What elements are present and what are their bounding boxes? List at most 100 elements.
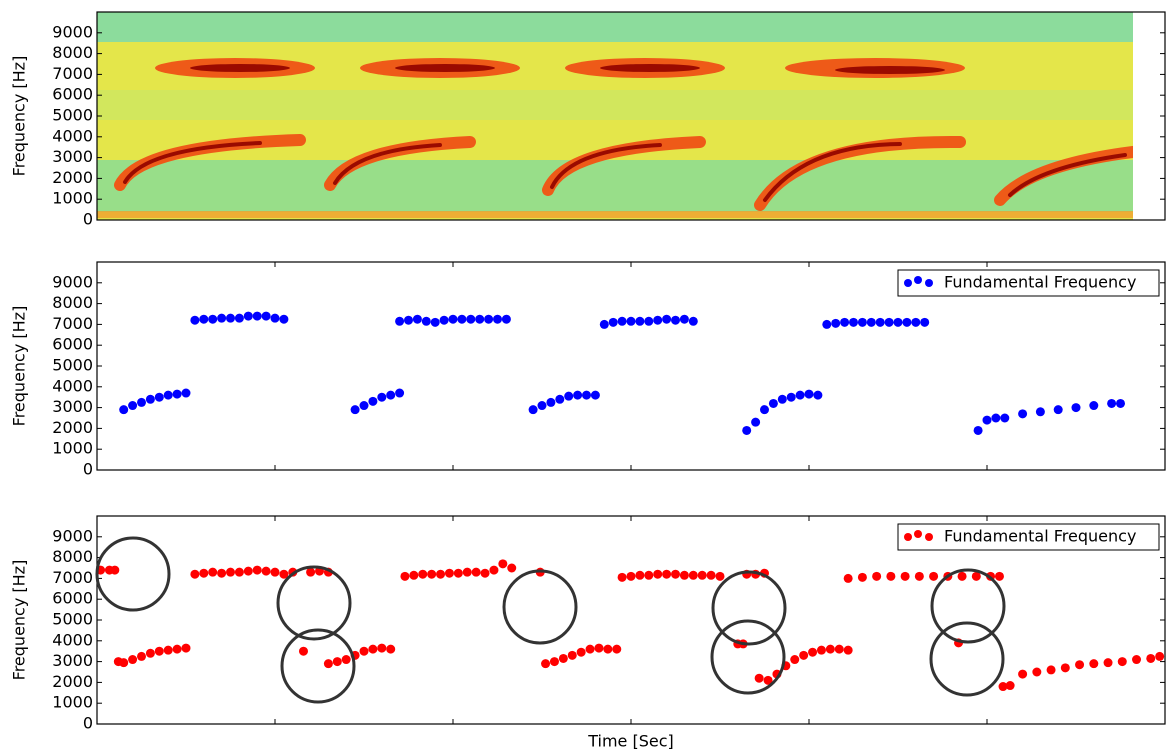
point bbox=[982, 415, 992, 425]
point bbox=[971, 571, 981, 581]
legend-box bbox=[897, 523, 1160, 551]
point bbox=[653, 315, 663, 325]
point bbox=[217, 313, 227, 323]
point bbox=[436, 569, 446, 579]
y-tick-label: 1000 bbox=[52, 693, 93, 712]
y-tick-label: 3000 bbox=[52, 397, 93, 416]
y-tick-label: 3000 bbox=[52, 147, 93, 166]
point bbox=[172, 644, 182, 654]
point bbox=[808, 647, 818, 657]
point bbox=[137, 651, 146, 661]
point bbox=[243, 566, 253, 576]
x-axis-label: Time [Sec] bbox=[587, 732, 674, 751]
point bbox=[688, 316, 698, 326]
point bbox=[840, 317, 850, 327]
point bbox=[857, 572, 867, 582]
point bbox=[409, 570, 419, 580]
point bbox=[585, 644, 595, 654]
point bbox=[226, 567, 235, 577]
y-tick-label: 1000 bbox=[52, 189, 93, 208]
point bbox=[644, 570, 654, 580]
annotation-circle bbox=[930, 568, 1006, 644]
point bbox=[400, 571, 410, 581]
point bbox=[929, 571, 939, 581]
point bbox=[679, 314, 689, 324]
point bbox=[662, 569, 672, 579]
plot-frame bbox=[96, 515, 1166, 725]
point bbox=[377, 643, 387, 653]
y-tick-label: 9000 bbox=[52, 22, 93, 41]
point bbox=[1018, 669, 1028, 679]
point bbox=[421, 316, 431, 326]
point bbox=[1000, 413, 1010, 423]
y-tick-label: 9000 bbox=[52, 526, 93, 545]
point bbox=[671, 315, 680, 325]
legend-marker bbox=[914, 276, 922, 284]
point bbox=[1117, 657, 1127, 667]
point bbox=[261, 311, 271, 321]
point bbox=[368, 396, 378, 406]
point bbox=[1089, 659, 1099, 669]
point bbox=[404, 315, 413, 325]
point bbox=[1071, 403, 1081, 413]
point bbox=[573, 390, 583, 400]
point bbox=[564, 391, 574, 401]
y-tick-label: 8000 bbox=[52, 547, 93, 566]
annotation-circle bbox=[929, 621, 1005, 697]
point bbox=[715, 571, 725, 581]
point bbox=[1103, 658, 1113, 668]
y-tick-label: 2000 bbox=[52, 672, 93, 691]
annotation-circle bbox=[276, 565, 352, 641]
point bbox=[386, 390, 396, 400]
point bbox=[768, 398, 778, 408]
point bbox=[137, 397, 146, 407]
legend-label: Fundamental Frequency bbox=[944, 527, 1136, 546]
point bbox=[368, 644, 378, 654]
point bbox=[697, 570, 707, 580]
point bbox=[377, 392, 387, 402]
legend-label: Fundamental Frequency bbox=[944, 273, 1136, 292]
point bbox=[163, 645, 173, 655]
point bbox=[1116, 398, 1125, 408]
spectrogram-image bbox=[97, 12, 1133, 220]
y-tick-label: 5000 bbox=[52, 610, 93, 629]
y-tick-label: 4000 bbox=[52, 126, 93, 145]
point bbox=[528, 405, 538, 415]
point bbox=[957, 571, 967, 581]
point bbox=[386, 644, 396, 654]
point bbox=[323, 659, 333, 669]
point bbox=[617, 572, 627, 582]
point bbox=[1155, 651, 1165, 661]
point bbox=[489, 565, 499, 575]
point bbox=[991, 413, 1001, 423]
point bbox=[754, 673, 764, 683]
point bbox=[635, 570, 645, 580]
y-tick-label: 9000 bbox=[52, 272, 93, 291]
y-tick-label: 1000 bbox=[52, 439, 93, 458]
point bbox=[973, 425, 983, 435]
point bbox=[475, 314, 485, 324]
y-tick-label: 2000 bbox=[52, 168, 93, 187]
point bbox=[635, 316, 645, 326]
y-axis-label: Frequency [Hz] bbox=[10, 306, 29, 427]
point bbox=[541, 659, 551, 669]
point bbox=[549, 657, 559, 667]
annotation-circle bbox=[280, 628, 356, 704]
point bbox=[154, 392, 164, 402]
point bbox=[831, 318, 841, 328]
point bbox=[252, 311, 262, 321]
point bbox=[279, 314, 289, 324]
point bbox=[594, 643, 604, 653]
point bbox=[825, 644, 835, 654]
point bbox=[154, 646, 164, 656]
point bbox=[439, 315, 449, 325]
point bbox=[427, 569, 437, 579]
plot-frame bbox=[96, 261, 1166, 471]
point bbox=[1060, 663, 1070, 673]
legend-marker bbox=[904, 533, 912, 541]
point bbox=[914, 571, 924, 581]
point bbox=[653, 569, 663, 579]
point bbox=[199, 568, 209, 578]
point bbox=[341, 655, 351, 665]
